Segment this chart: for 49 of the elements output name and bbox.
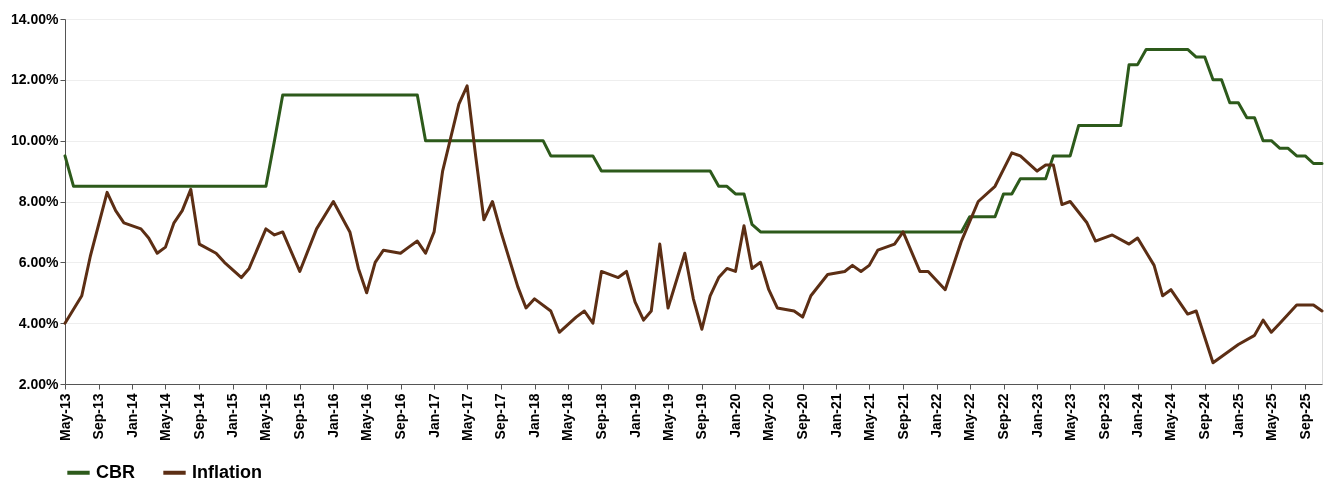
x-tick-label: May-13: [56, 393, 73, 441]
y-tick-label: 4.00%: [18, 314, 60, 331]
x-tick-label: Jan-19: [626, 393, 643, 438]
x-tick-label: Sep-18: [592, 393, 609, 440]
x-tick-label: Jan-22: [928, 393, 945, 438]
x-tick-label: Sep-15: [291, 393, 308, 440]
legend-label: Inflation: [192, 461, 262, 482]
x-tick-label: Sep-17: [492, 393, 509, 440]
x-tick-label: Sep-25: [1296, 393, 1313, 440]
x-tick-label: Sep-19: [693, 393, 710, 440]
y-tick-label: 8.00%: [18, 193, 60, 209]
x-tick-label: Jan-17: [425, 393, 442, 438]
x-tick-label: Jan-18: [526, 393, 543, 438]
x-tick-label: May-23: [1061, 393, 1078, 441]
x-tick-label: May-20: [760, 393, 777, 441]
x-tick-label: Sep-24: [1196, 393, 1213, 440]
x-tick-label: May-19: [659, 393, 676, 441]
x-tick-label: Sep-13: [90, 393, 107, 440]
x-tick-label: Jan-14: [123, 393, 140, 438]
x-tick-label: Jan-15: [224, 393, 241, 438]
x-tick-label: May-22: [961, 393, 978, 441]
legend-label: CBR: [96, 461, 135, 482]
x-tick-label: May-17: [458, 393, 475, 441]
line-series: [63, 47, 1324, 234]
x-tick-label: Jan-23: [1028, 393, 1045, 438]
x-tick-label: May-18: [559, 393, 576, 441]
x-tick-label: May-25: [1262, 393, 1279, 441]
x-tick-label: Sep-16: [392, 393, 409, 440]
x-tick-label: May-24: [1162, 393, 1179, 441]
x-tick-label: Sep-14: [190, 393, 207, 440]
y-tick-label: 12.00%: [11, 71, 60, 88]
x-tick-label: May-16: [358, 393, 375, 441]
x-tick-label: May-21: [860, 393, 877, 441]
x-tick-label: Sep-21: [894, 393, 911, 440]
x-tick-label: Sep-20: [794, 393, 811, 440]
x-tick-label: Jan-20: [726, 393, 743, 438]
y-tick-label: 6.00%: [18, 253, 60, 270]
line-series: [63, 84, 1324, 365]
x-tick-label: Jan-16: [324, 393, 341, 438]
x-tick-label: Jan-24: [1129, 393, 1146, 438]
y-tick-label: 10.00%: [11, 132, 60, 149]
x-tick-label: Sep-23: [1095, 393, 1112, 440]
x-tick-label: Sep-22: [995, 393, 1012, 440]
y-tick-label: 14.00%: [11, 10, 60, 27]
x-tick-label: May-14: [156, 393, 173, 441]
x-tick-label: Jan-21: [827, 393, 844, 438]
x-tick-label: Jan-25: [1229, 393, 1246, 438]
y-tick-label: 2.00%: [18, 375, 60, 392]
x-tick-label: May-15: [257, 393, 274, 441]
